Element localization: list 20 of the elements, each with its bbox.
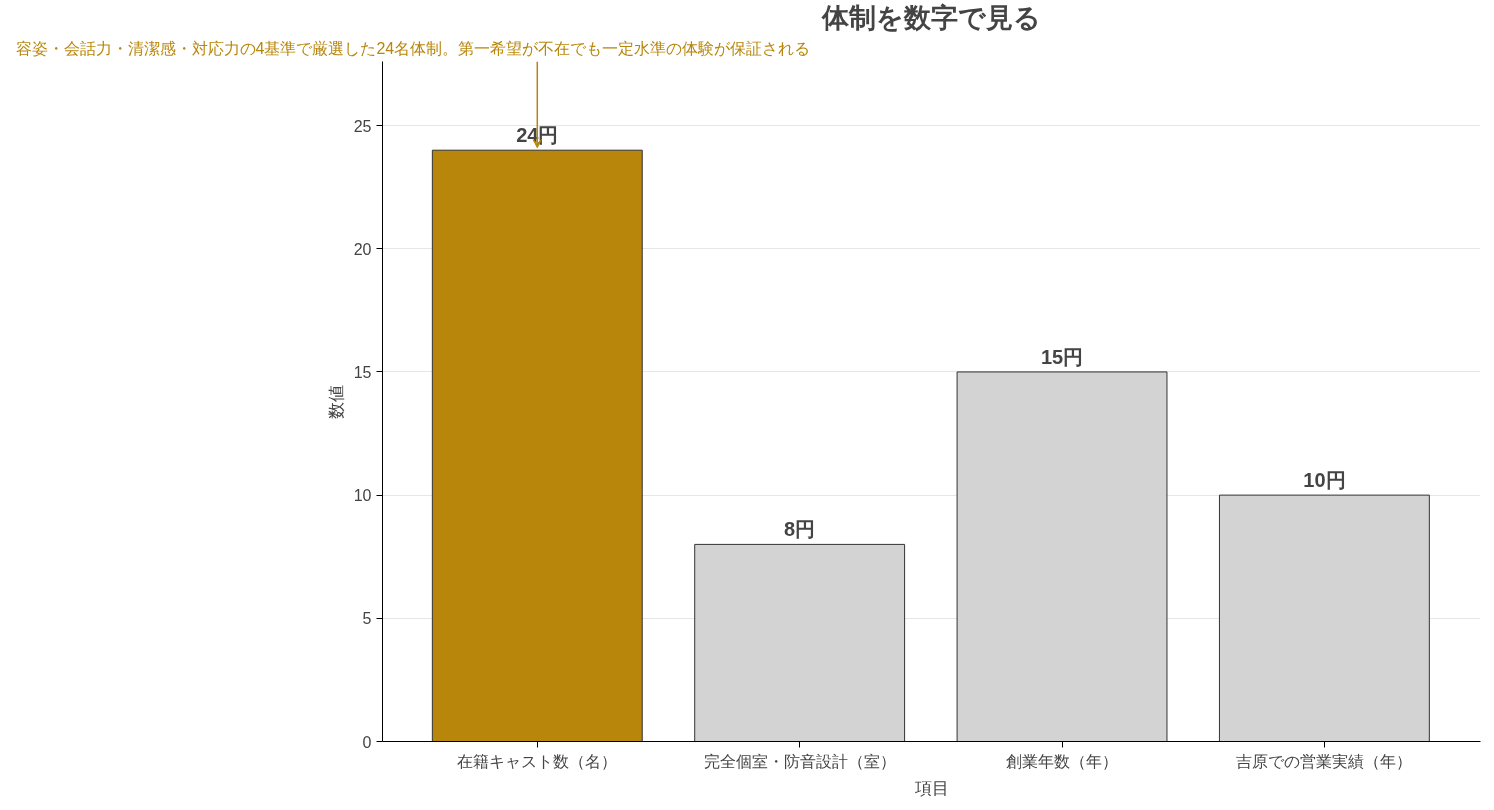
x-tick-label: 完全個室・防音設計（室） — [703, 752, 896, 770]
y-tick-label: 20 — [353, 240, 372, 258]
y-tick-label: 0 — [362, 733, 372, 751]
y-tick-label: 10 — [353, 487, 372, 505]
data-label: 15円 — [1040, 345, 1084, 368]
y-tick-label: 15 — [353, 363, 372, 381]
y-axis-title: 数値 — [325, 384, 346, 419]
x-tick-label: 在籍キャスト数（名） — [457, 752, 618, 770]
y-tick-label: 25 — [353, 117, 372, 135]
chart-title: 体制を数字で見る — [821, 2, 1041, 33]
x-tick-label: 創業年数（年） — [1006, 752, 1119, 770]
x-axis-title: 項目 — [913, 777, 949, 798]
data-label: 8円 — [784, 518, 816, 541]
bar — [1218, 494, 1430, 742]
bar — [694, 543, 906, 742]
data-label: 10円 — [1303, 469, 1346, 492]
x-tick-label: 吉原での営業実績（年） — [1236, 752, 1413, 770]
y-tick-label: 5 — [362, 610, 372, 628]
annotation: 容姿・会話力・清潔感・対応力の4基準で厳選した24名体制。第一希望が不在でも一定水準の体験が保証される — [15, 39, 811, 57]
bar — [956, 371, 1168, 742]
